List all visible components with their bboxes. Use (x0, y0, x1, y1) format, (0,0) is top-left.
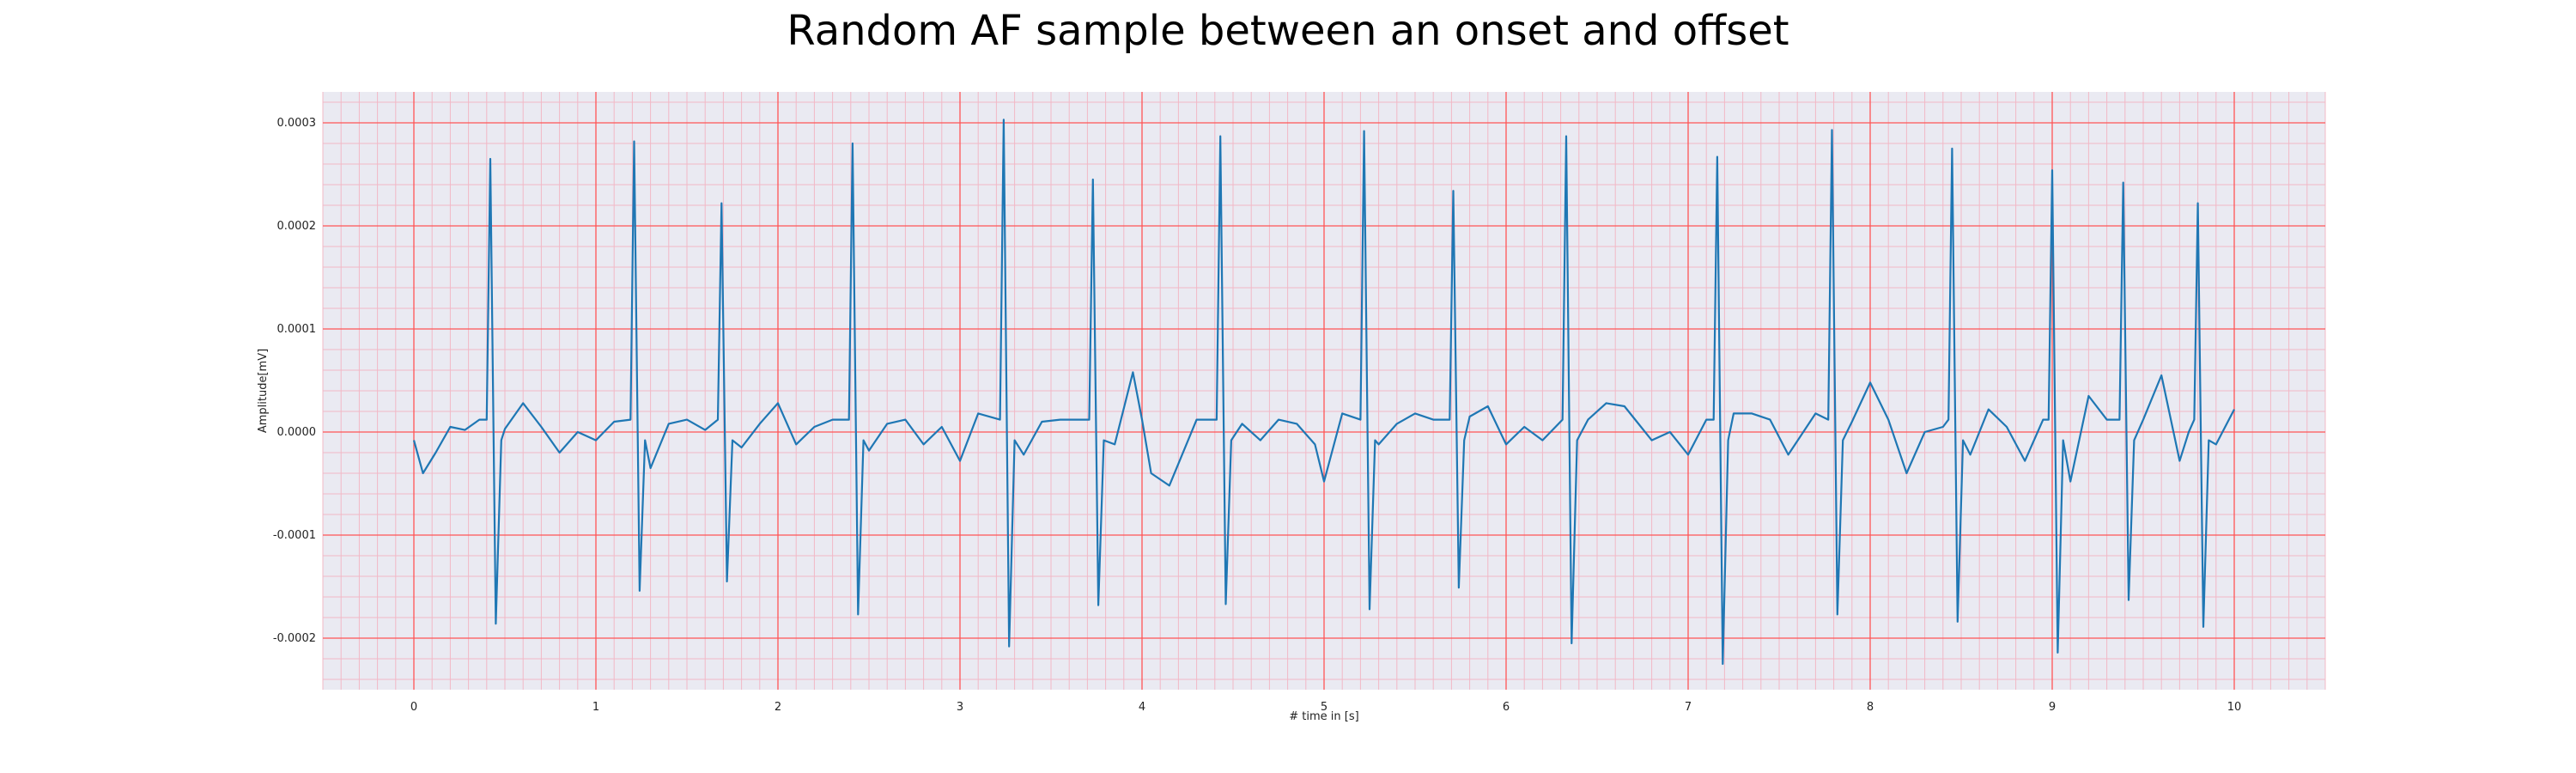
x-tick-label: 5 (1321, 701, 1327, 714)
signal-line (412, 119, 2235, 666)
x-tick-label: 2 (775, 701, 781, 714)
y-tick-label: 0.0001 (277, 323, 317, 336)
x-tick-label: 7 (1685, 701, 1692, 714)
y-tick-label: 0.0003 (277, 117, 317, 130)
y-axis-label: Amplitude[mV] (257, 349, 270, 433)
x-tick-label: 4 (1139, 701, 1145, 714)
x-tick-label: 10 (2227, 701, 2242, 714)
x-tick-label: 9 (2049, 701, 2056, 714)
y-axis-ticks: 0.0003 0.0002 0.0001 0.0000 -0.0001 -0.0002 (273, 117, 316, 645)
x-tick-label: 0 (410, 701, 417, 714)
y-tick-label: 0.0002 (277, 220, 317, 233)
x-tick-label: 1 (592, 701, 599, 714)
chart-title: Random AF sample between an onset and of… (787, 7, 1789, 55)
y-tick-label: -0.0001 (273, 529, 316, 542)
y-tick-label: 0.0000 (277, 426, 317, 439)
x-tick-label: 3 (957, 701, 963, 714)
x-axis-label: # time in [s] (1289, 710, 1358, 723)
x-tick-label: 6 (1503, 701, 1510, 714)
major-grid (323, 92, 2325, 690)
signal-series (412, 119, 2235, 666)
y-tick-label: -0.0002 (273, 632, 316, 645)
x-tick-label: 8 (1867, 701, 1874, 714)
x-axis-ticks: 0 1 2 3 4 5 6 7 8 9 10 (410, 701, 2241, 714)
